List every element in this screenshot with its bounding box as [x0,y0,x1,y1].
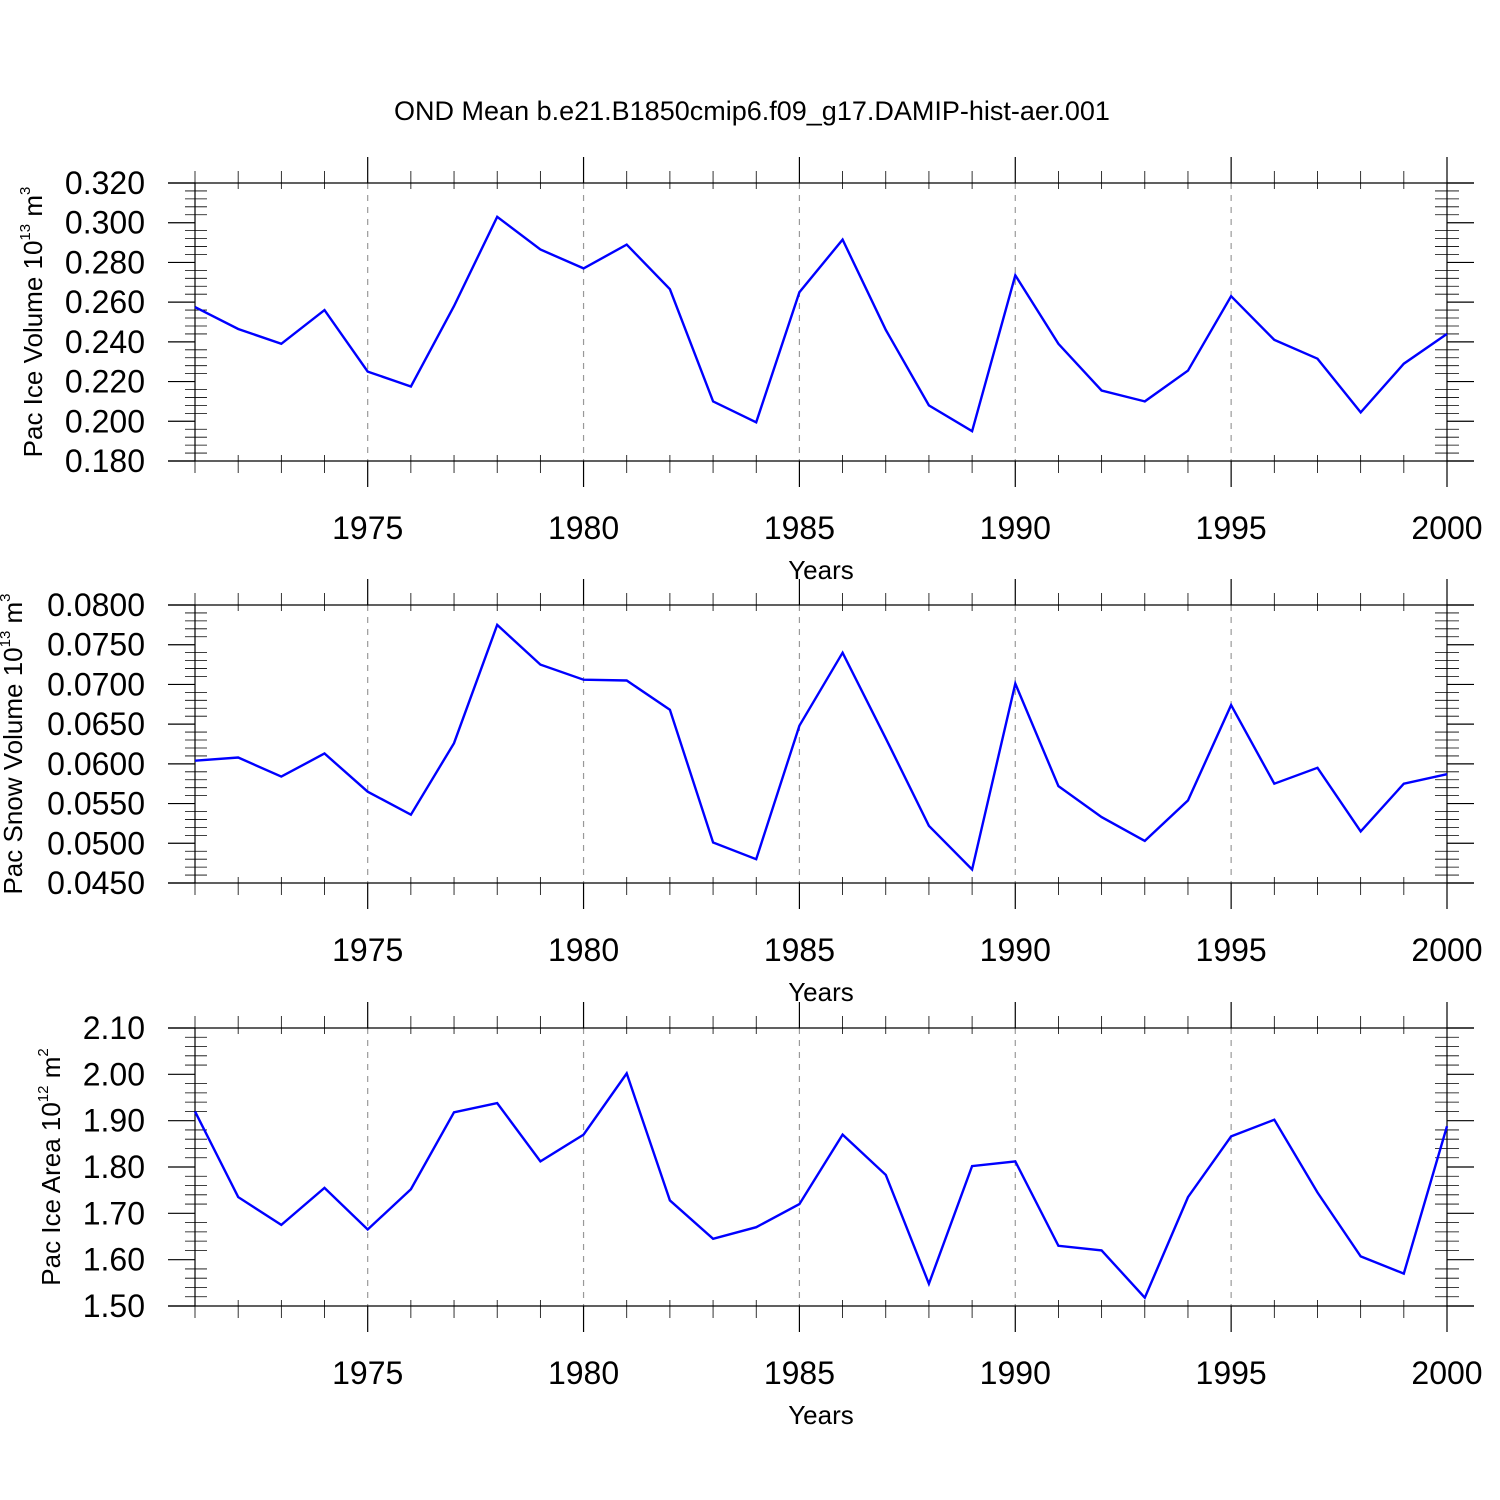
x-tick-label: 1985 [764,932,835,968]
y-tick-label: 2.10 [83,1010,145,1046]
x-axis-label: Years [788,555,854,585]
y-tick-label: 0.0800 [47,587,145,623]
y-tick-label: 2.00 [83,1056,145,1092]
x-tick-label: 1995 [1196,1355,1267,1391]
x-tick-label: 1975 [332,1355,403,1391]
y-tick-label: 0.0650 [47,706,145,742]
y-tick-label: 0.280 [65,244,145,280]
x-tick-label: 1980 [548,1355,619,1391]
x-tick-label: 1990 [980,1355,1051,1391]
y-axis-label: Pac Ice Area 1012 m2 [35,1048,66,1285]
x-tick-label: 1985 [764,1355,835,1391]
y-axis-label: Pac Snow Volume 1013 m3 [0,593,28,894]
x-tick-label: 1975 [332,510,403,546]
y-tick-label: 0.0450 [47,865,145,901]
x-tick-label: 1990 [980,510,1051,546]
y-tick-label: 0.320 [65,165,145,201]
x-tick-label: 2000 [1411,510,1482,546]
series-line [194,214,1448,434]
y-tick-label: 0.0600 [47,746,145,782]
y-tick-label: 1.60 [83,1242,145,1278]
x-tick-label: 1985 [764,510,835,546]
x-tick-label: 1995 [1196,932,1267,968]
y-tick-label: 0.0750 [47,627,145,663]
x-tick-label: 1995 [1196,510,1267,546]
y-tick-label: 1.70 [83,1195,145,1231]
x-axis-label: Years [788,1400,854,1430]
y-tick-label: 1.50 [83,1288,145,1324]
y-tick-label: 0.180 [65,443,145,479]
y-tick-label: 0.200 [65,403,145,439]
y-axis-label: Pac Ice Volume 1013 m3 [17,187,48,458]
panel-ice-area: 1.50 1.60 1.70 1.80 1.90 2.00 2.10 1975 1980 1985… [35,1002,1483,1430]
y-tick-label: 0.240 [65,324,145,360]
x-tick-label: 1990 [980,932,1051,968]
x-axis-label: Years [788,977,854,1007]
x-tick-label: 2000 [1411,932,1482,968]
figure-title: OND Mean b.e21.B1850cmip6.f09_g17.DAMIP-… [394,96,1110,126]
y-tick-label: 0.220 [65,364,145,400]
y-tick-label: 0.0550 [47,786,145,822]
x-tick-label: 1980 [548,932,619,968]
y-tick-label: 0.260 [65,284,145,320]
y-tick-label: 1.80 [83,1149,145,1185]
y-tick-label: 0.0500 [47,825,145,861]
series-line [193,1070,1449,1300]
series-line [194,622,1448,872]
y-tick-label: 0.300 [65,205,145,241]
x-tick-label: 1980 [548,510,619,546]
y-tick-label: 0.0700 [47,666,145,702]
x-tick-label: 1975 [332,932,403,968]
x-tick-label: 2000 [1411,1355,1482,1391]
y-tick-label: 1.90 [83,1103,145,1139]
